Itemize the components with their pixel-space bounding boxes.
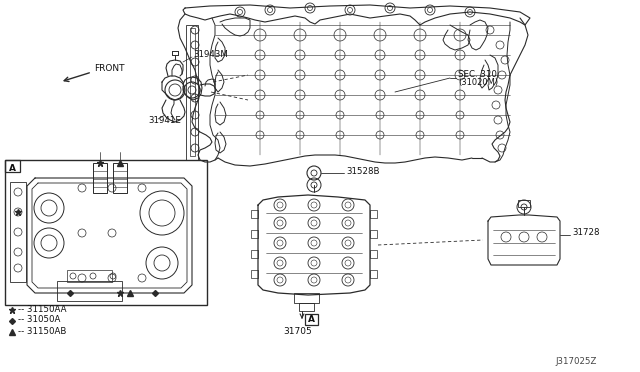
Text: 31728: 31728 bbox=[572, 228, 600, 237]
Bar bbox=[93, 163, 107, 193]
Bar bbox=[305, 314, 318, 325]
Bar bbox=[251, 230, 258, 238]
Text: 31705: 31705 bbox=[283, 327, 312, 336]
Bar bbox=[370, 270, 377, 278]
Bar bbox=[5, 160, 207, 305]
Text: -- 31050A: -- 31050A bbox=[18, 315, 60, 324]
Bar bbox=[113, 163, 127, 193]
Text: 31941E: 31941E bbox=[148, 115, 181, 125]
Bar bbox=[370, 210, 377, 218]
Bar bbox=[186, 25, 198, 160]
Bar bbox=[67, 270, 112, 282]
Text: A: A bbox=[9, 164, 16, 173]
Bar bbox=[370, 230, 377, 238]
Text: -- 31150AA: -- 31150AA bbox=[18, 305, 67, 314]
Bar bbox=[251, 210, 258, 218]
Bar bbox=[57, 281, 122, 301]
Bar bbox=[5, 160, 20, 172]
Bar bbox=[299, 303, 314, 311]
Text: (31020M): (31020M) bbox=[458, 77, 498, 87]
Text: 31943M: 31943M bbox=[193, 49, 228, 58]
Bar bbox=[10, 182, 26, 282]
Text: SEC. 310: SEC. 310 bbox=[458, 70, 497, 78]
Text: -- 31150AB: -- 31150AB bbox=[18, 327, 67, 336]
Text: 31528B: 31528B bbox=[346, 167, 380, 176]
Bar bbox=[251, 270, 258, 278]
Bar bbox=[294, 293, 319, 303]
Bar bbox=[190, 28, 195, 156]
Bar bbox=[251, 250, 258, 258]
Text: J317025Z: J317025Z bbox=[555, 357, 596, 366]
Text: FRONT: FRONT bbox=[94, 64, 125, 73]
Bar bbox=[518, 200, 530, 207]
Bar bbox=[370, 250, 377, 258]
Text: A: A bbox=[308, 315, 315, 324]
